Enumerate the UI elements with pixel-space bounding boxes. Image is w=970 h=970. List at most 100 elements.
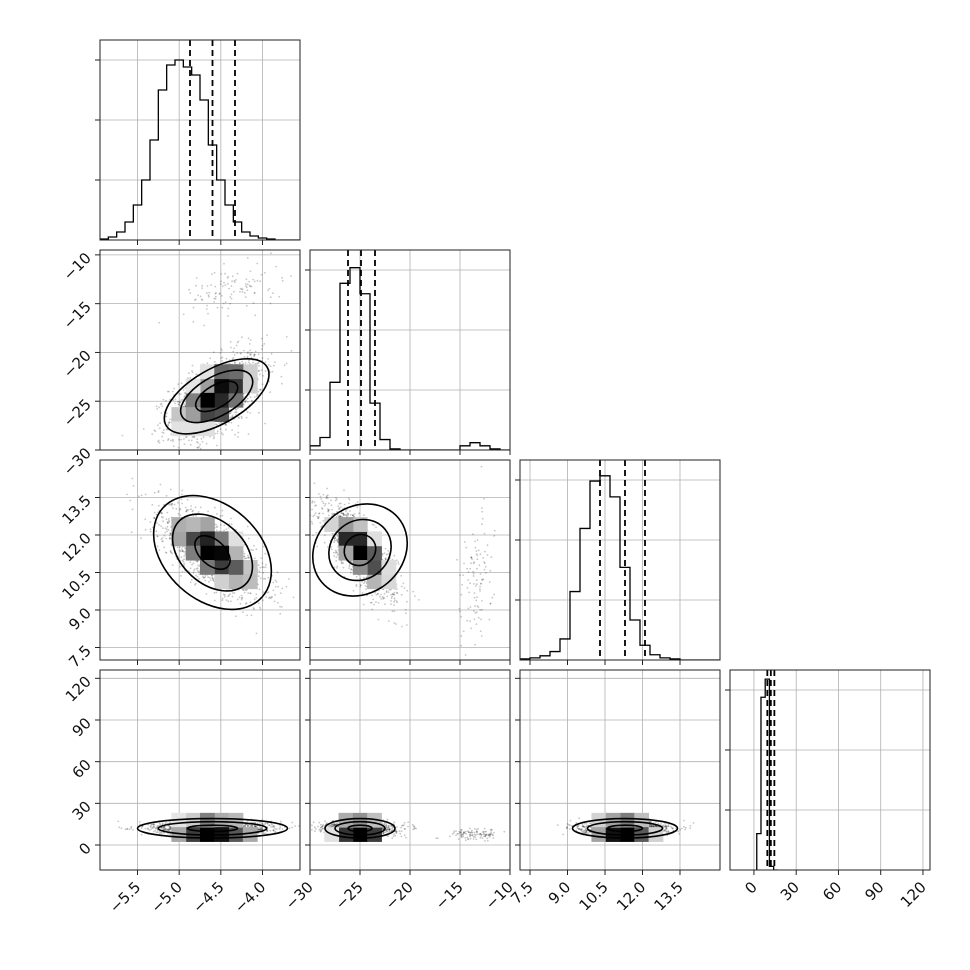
scatter-point [324, 503, 327, 505]
scatter-point [212, 578, 215, 580]
scatter-point [375, 593, 378, 596]
scatter-point [259, 388, 262, 391]
scatter-point [230, 416, 233, 419]
scatter-point [162, 398, 165, 401]
panel-frame [309, 249, 511, 451]
hist-panel-0 [95, 39, 301, 245]
panel-frame [99, 39, 301, 241]
scatter-point [401, 625, 403, 628]
scatter-point [231, 592, 234, 594]
scatter-point [181, 559, 184, 562]
scatter-point [320, 498, 323, 500]
scatter-point [223, 524, 226, 527]
scatter-point [257, 411, 260, 414]
scatter-point [144, 493, 147, 496]
scatter-point [197, 564, 200, 567]
scatter-point [310, 520, 313, 523]
scatter-point [260, 369, 263, 372]
scatter-point [219, 352, 222, 354]
scatter-point [177, 403, 180, 406]
scatter-point [319, 495, 322, 498]
scatter-point [352, 514, 354, 517]
scatter-point [161, 435, 164, 438]
scatter-point [258, 364, 260, 367]
scatter-point [240, 288, 243, 291]
scatter-point [483, 497, 485, 500]
scatter-point [194, 452, 196, 454]
panel-frame [99, 459, 301, 661]
scatter-point [258, 369, 260, 372]
scatter-point [328, 509, 330, 512]
scatter-point [414, 595, 416, 597]
scatter-point [481, 600, 483, 602]
scatter-point [334, 537, 337, 539]
scatter-point [259, 606, 261, 609]
scatter-point [157, 535, 159, 538]
scatter-point [262, 566, 265, 569]
scatter-point [472, 572, 475, 575]
scatter-point [201, 299, 204, 301]
scatter-point [225, 357, 228, 360]
density-cell [214, 531, 230, 547]
scatter-point [164, 415, 167, 418]
scatter-point [198, 445, 201, 448]
scatter-point [356, 501, 359, 503]
scatter-point [191, 563, 193, 566]
scatter-point [469, 620, 471, 623]
scatter-point [248, 343, 251, 345]
scatter-point [196, 441, 199, 444]
scatter-point [223, 281, 225, 284]
scatter-point [476, 558, 479, 561]
scatter-point [470, 556, 473, 559]
scatter-point [189, 443, 192, 446]
scatter-point [387, 620, 390, 622]
scatter-point [192, 320, 195, 323]
scatter-point [179, 456, 181, 458]
scatter-panel-1-0: −10−15−20−25−30 [60, 249, 301, 479]
scatter-point [249, 601, 252, 604]
scatter-point [472, 562, 475, 565]
scatter-point [206, 362, 209, 365]
scatter-point [212, 580, 215, 582]
scatter-point [270, 596, 273, 598]
scatter-point [382, 598, 384, 600]
scatter-point [335, 550, 338, 553]
scatter-point [280, 375, 283, 378]
scatter-point [470, 556, 473, 559]
scatter-point [257, 564, 260, 567]
scatter-point [258, 570, 261, 573]
scatter-point [138, 495, 140, 498]
scatter-point [218, 422, 221, 424]
scatter-point [167, 521, 169, 524]
scatter-point [223, 262, 225, 265]
y-tick-label: −20 [60, 347, 95, 382]
scatter-point [234, 411, 237, 414]
scatter-point [199, 295, 202, 298]
histogram-3 [756, 678, 778, 870]
scatter-point [389, 588, 392, 591]
scatter-point [279, 592, 282, 594]
scatter-point [481, 507, 483, 509]
scatter-point [193, 568, 196, 571]
scatter-point [473, 596, 476, 599]
scatter-point [161, 405, 164, 408]
scatter-point [221, 514, 224, 517]
density-cell [352, 545, 368, 561]
scatter-point [327, 509, 330, 511]
scatter-point [181, 545, 184, 548]
scatter-point [232, 356, 235, 359]
scatter-point [333, 555, 336, 557]
contour-line [163, 357, 270, 435]
scatter-point [208, 295, 210, 298]
scatter-point [214, 297, 217, 300]
scatter-point [216, 430, 219, 433]
scatter-point [147, 824, 150, 826]
scatter-point [192, 306, 195, 309]
scatter-point [364, 585, 367, 587]
scatter-point [225, 599, 228, 602]
scatter-point [278, 828, 281, 830]
density-cell [338, 545, 354, 561]
scatter-point [262, 591, 265, 593]
scatter-point [484, 550, 486, 553]
scatter-point [259, 280, 262, 283]
